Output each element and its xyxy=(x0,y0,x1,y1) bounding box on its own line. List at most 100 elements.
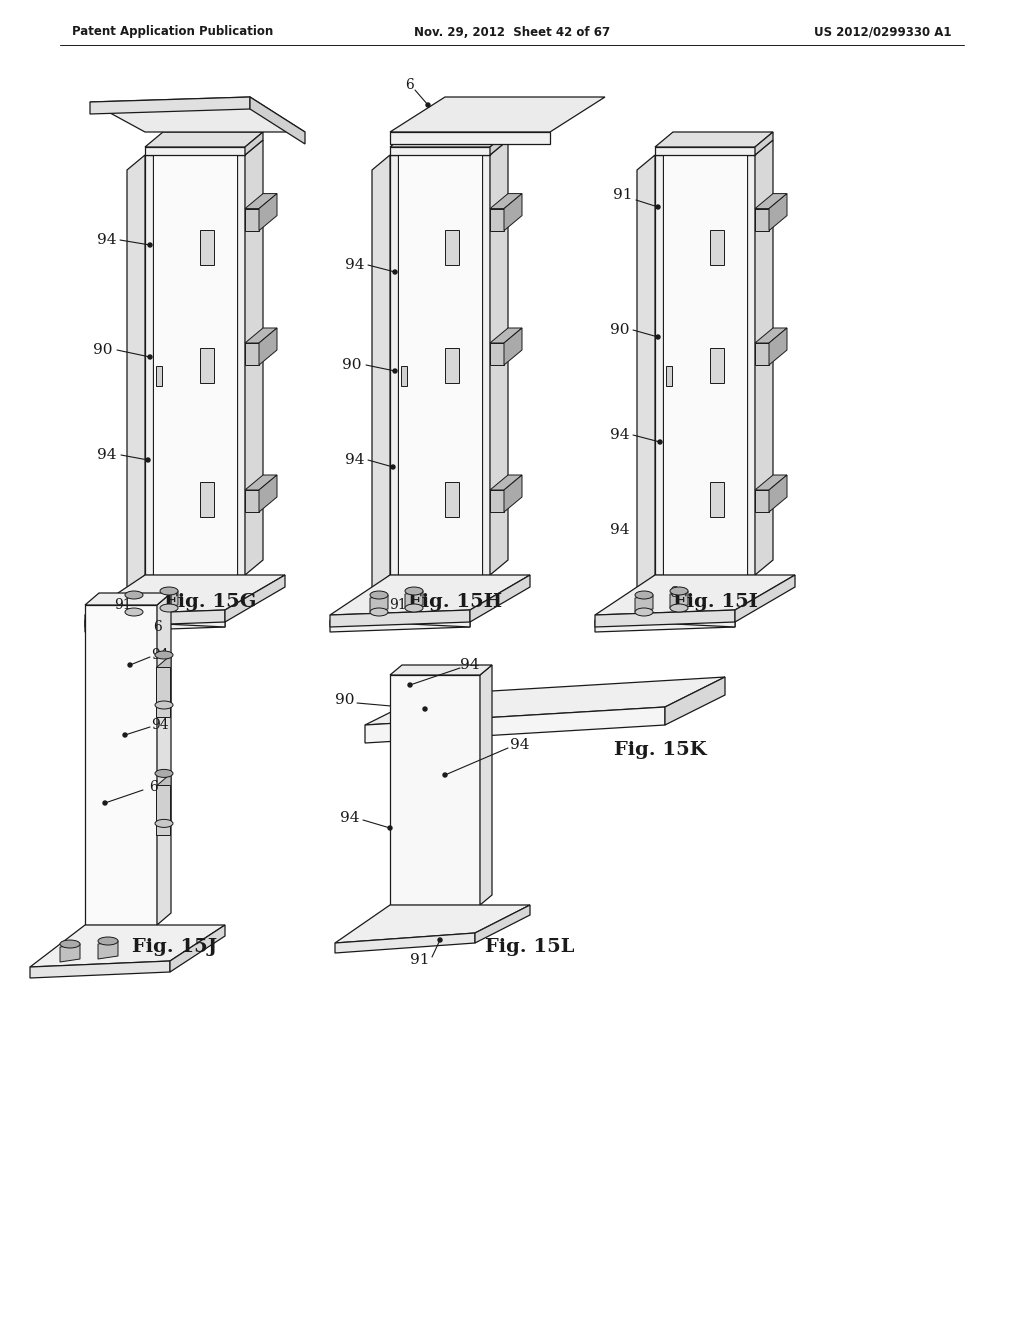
Polygon shape xyxy=(769,194,787,231)
Polygon shape xyxy=(200,347,214,383)
Polygon shape xyxy=(655,132,773,147)
Text: 94: 94 xyxy=(610,428,630,442)
Text: 90: 90 xyxy=(335,693,354,708)
Polygon shape xyxy=(445,347,459,383)
Polygon shape xyxy=(365,677,725,725)
Circle shape xyxy=(393,271,397,275)
Polygon shape xyxy=(145,154,153,576)
Polygon shape xyxy=(85,610,225,627)
Polygon shape xyxy=(160,591,178,609)
Polygon shape xyxy=(200,482,214,517)
Polygon shape xyxy=(365,708,665,743)
Polygon shape xyxy=(170,925,225,972)
Polygon shape xyxy=(401,366,407,385)
Text: 91: 91 xyxy=(613,187,633,202)
Polygon shape xyxy=(330,615,470,632)
Circle shape xyxy=(426,103,430,107)
Ellipse shape xyxy=(125,609,143,616)
Polygon shape xyxy=(390,96,605,132)
Ellipse shape xyxy=(98,937,118,945)
Polygon shape xyxy=(504,327,522,366)
Polygon shape xyxy=(390,675,480,906)
Ellipse shape xyxy=(60,940,80,948)
Polygon shape xyxy=(145,576,245,583)
Polygon shape xyxy=(390,132,508,147)
Polygon shape xyxy=(398,154,482,576)
Text: Fig. 15G: Fig. 15G xyxy=(164,593,256,611)
Polygon shape xyxy=(755,194,787,209)
Polygon shape xyxy=(30,961,170,978)
Text: 94: 94 xyxy=(152,718,169,733)
Polygon shape xyxy=(595,615,735,627)
Polygon shape xyxy=(710,347,724,383)
Polygon shape xyxy=(390,576,490,583)
Polygon shape xyxy=(755,132,773,154)
Circle shape xyxy=(148,355,152,359)
Polygon shape xyxy=(225,576,285,622)
Polygon shape xyxy=(769,475,787,512)
Polygon shape xyxy=(665,677,725,725)
Circle shape xyxy=(146,458,150,462)
Circle shape xyxy=(656,335,660,339)
Circle shape xyxy=(658,440,662,444)
Polygon shape xyxy=(755,343,769,366)
Ellipse shape xyxy=(155,701,173,709)
Polygon shape xyxy=(156,785,170,836)
Polygon shape xyxy=(335,906,530,942)
Polygon shape xyxy=(480,665,492,906)
Circle shape xyxy=(438,939,442,942)
Polygon shape xyxy=(90,96,305,132)
Polygon shape xyxy=(85,615,225,627)
Text: 90: 90 xyxy=(93,343,113,356)
Polygon shape xyxy=(245,132,263,154)
Polygon shape xyxy=(390,665,492,675)
Polygon shape xyxy=(85,593,171,605)
Polygon shape xyxy=(710,230,724,265)
Polygon shape xyxy=(670,591,688,609)
Polygon shape xyxy=(145,147,245,154)
Polygon shape xyxy=(245,343,259,366)
Polygon shape xyxy=(200,230,214,265)
Text: Fig. 15K: Fig. 15K xyxy=(613,741,707,759)
Text: 94: 94 xyxy=(97,234,117,247)
Text: 6: 6 xyxy=(669,586,677,601)
Polygon shape xyxy=(490,194,522,209)
Polygon shape xyxy=(245,140,263,576)
Ellipse shape xyxy=(370,609,388,616)
Polygon shape xyxy=(90,96,250,114)
Polygon shape xyxy=(655,154,663,576)
Ellipse shape xyxy=(125,591,143,599)
Polygon shape xyxy=(755,475,787,490)
Polygon shape xyxy=(445,230,459,265)
Polygon shape xyxy=(153,154,237,576)
Ellipse shape xyxy=(670,605,688,612)
Polygon shape xyxy=(259,194,278,231)
Polygon shape xyxy=(755,209,769,231)
Text: 94: 94 xyxy=(345,453,365,467)
Polygon shape xyxy=(595,576,795,615)
Ellipse shape xyxy=(406,605,423,612)
Ellipse shape xyxy=(155,820,173,828)
Polygon shape xyxy=(145,132,263,147)
Text: Fig. 15J: Fig. 15J xyxy=(132,939,217,956)
Polygon shape xyxy=(370,595,388,612)
Polygon shape xyxy=(490,209,504,231)
Polygon shape xyxy=(735,576,795,622)
Ellipse shape xyxy=(160,587,178,595)
Polygon shape xyxy=(746,154,755,576)
Circle shape xyxy=(123,733,127,737)
Polygon shape xyxy=(504,194,522,231)
Text: 6: 6 xyxy=(148,780,158,795)
Text: Patent Application Publication: Patent Application Publication xyxy=(72,25,273,38)
Polygon shape xyxy=(157,593,171,925)
Polygon shape xyxy=(504,475,522,512)
Polygon shape xyxy=(595,610,735,627)
Polygon shape xyxy=(250,96,305,144)
Polygon shape xyxy=(490,490,504,512)
Text: 94: 94 xyxy=(152,648,169,663)
Ellipse shape xyxy=(370,591,388,599)
Text: US 2012/0299330 A1: US 2012/0299330 A1 xyxy=(814,25,952,38)
Polygon shape xyxy=(85,615,225,632)
Polygon shape xyxy=(127,154,145,590)
Polygon shape xyxy=(666,366,672,385)
